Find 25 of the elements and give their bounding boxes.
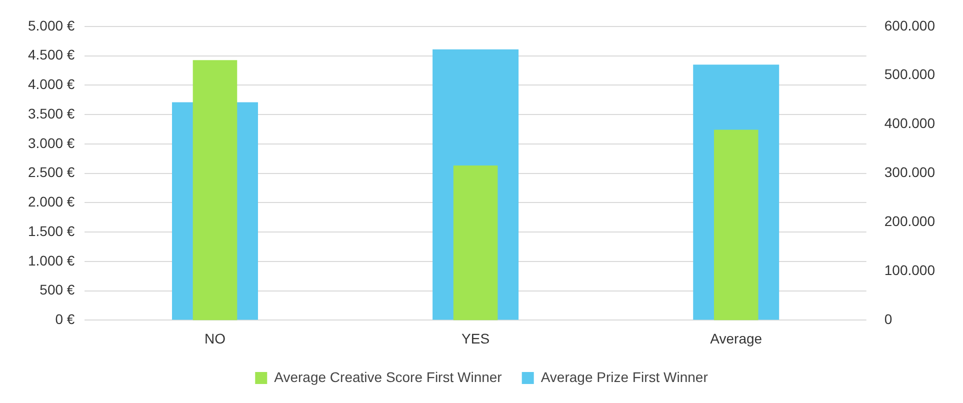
legend-label: Average Prize First Winner	[540, 368, 708, 385]
x-tick-label: Average	[710, 330, 762, 346]
y2-tick-label: 500.000	[884, 66, 936, 82]
y-tick-label: 3.500 €	[28, 105, 75, 122]
y-tick-label: 0 €	[55, 311, 75, 328]
y2-tick-label: 400.000	[884, 115, 936, 132]
bar	[453, 165, 498, 320]
y-tick-label: 5.000 €	[28, 17, 75, 34]
y2-tick-label: 0	[884, 311, 892, 328]
y2-tick-label: 600.000	[884, 17, 936, 34]
y-tick-label: 4.500 €	[28, 46, 75, 63]
y2-tick-label: 200.000	[884, 213, 936, 230]
x-tick-label: YES	[462, 330, 490, 346]
y-tick-label: 1.000 €	[28, 252, 75, 268]
y-tick-label: 500 €	[40, 282, 75, 298]
y-tick-label: 3.000 €	[28, 134, 75, 151]
y-tick-label: 4.000 €	[28, 76, 75, 92]
y-tick-label: 1.500 €	[28, 222, 75, 239]
bar	[714, 130, 758, 320]
y2-tick-label: 300.000	[884, 164, 936, 180]
y2-tick-label: 100.000	[884, 262, 936, 278]
y-tick-label: 2.500 €	[28, 164, 75, 180]
x-tick-label: NO	[204, 330, 226, 346]
legend-label: Average Creative Score First Winner	[274, 368, 502, 385]
y-tick-label: 2.000 €	[28, 194, 75, 210]
